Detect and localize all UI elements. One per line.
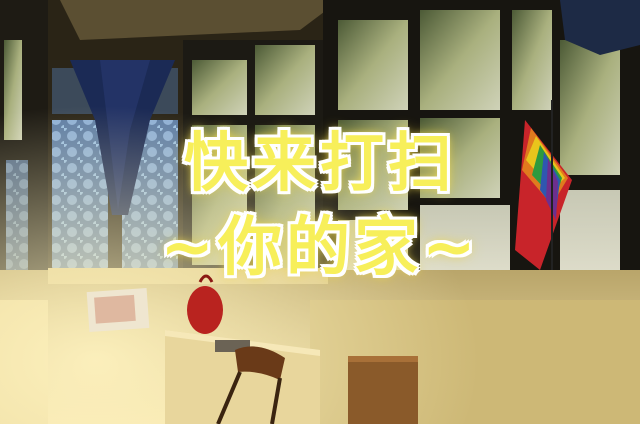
caption-line-2: ~你的家~ (160, 211, 480, 285)
caption-line-1: 快来打扫 (184, 127, 456, 201)
